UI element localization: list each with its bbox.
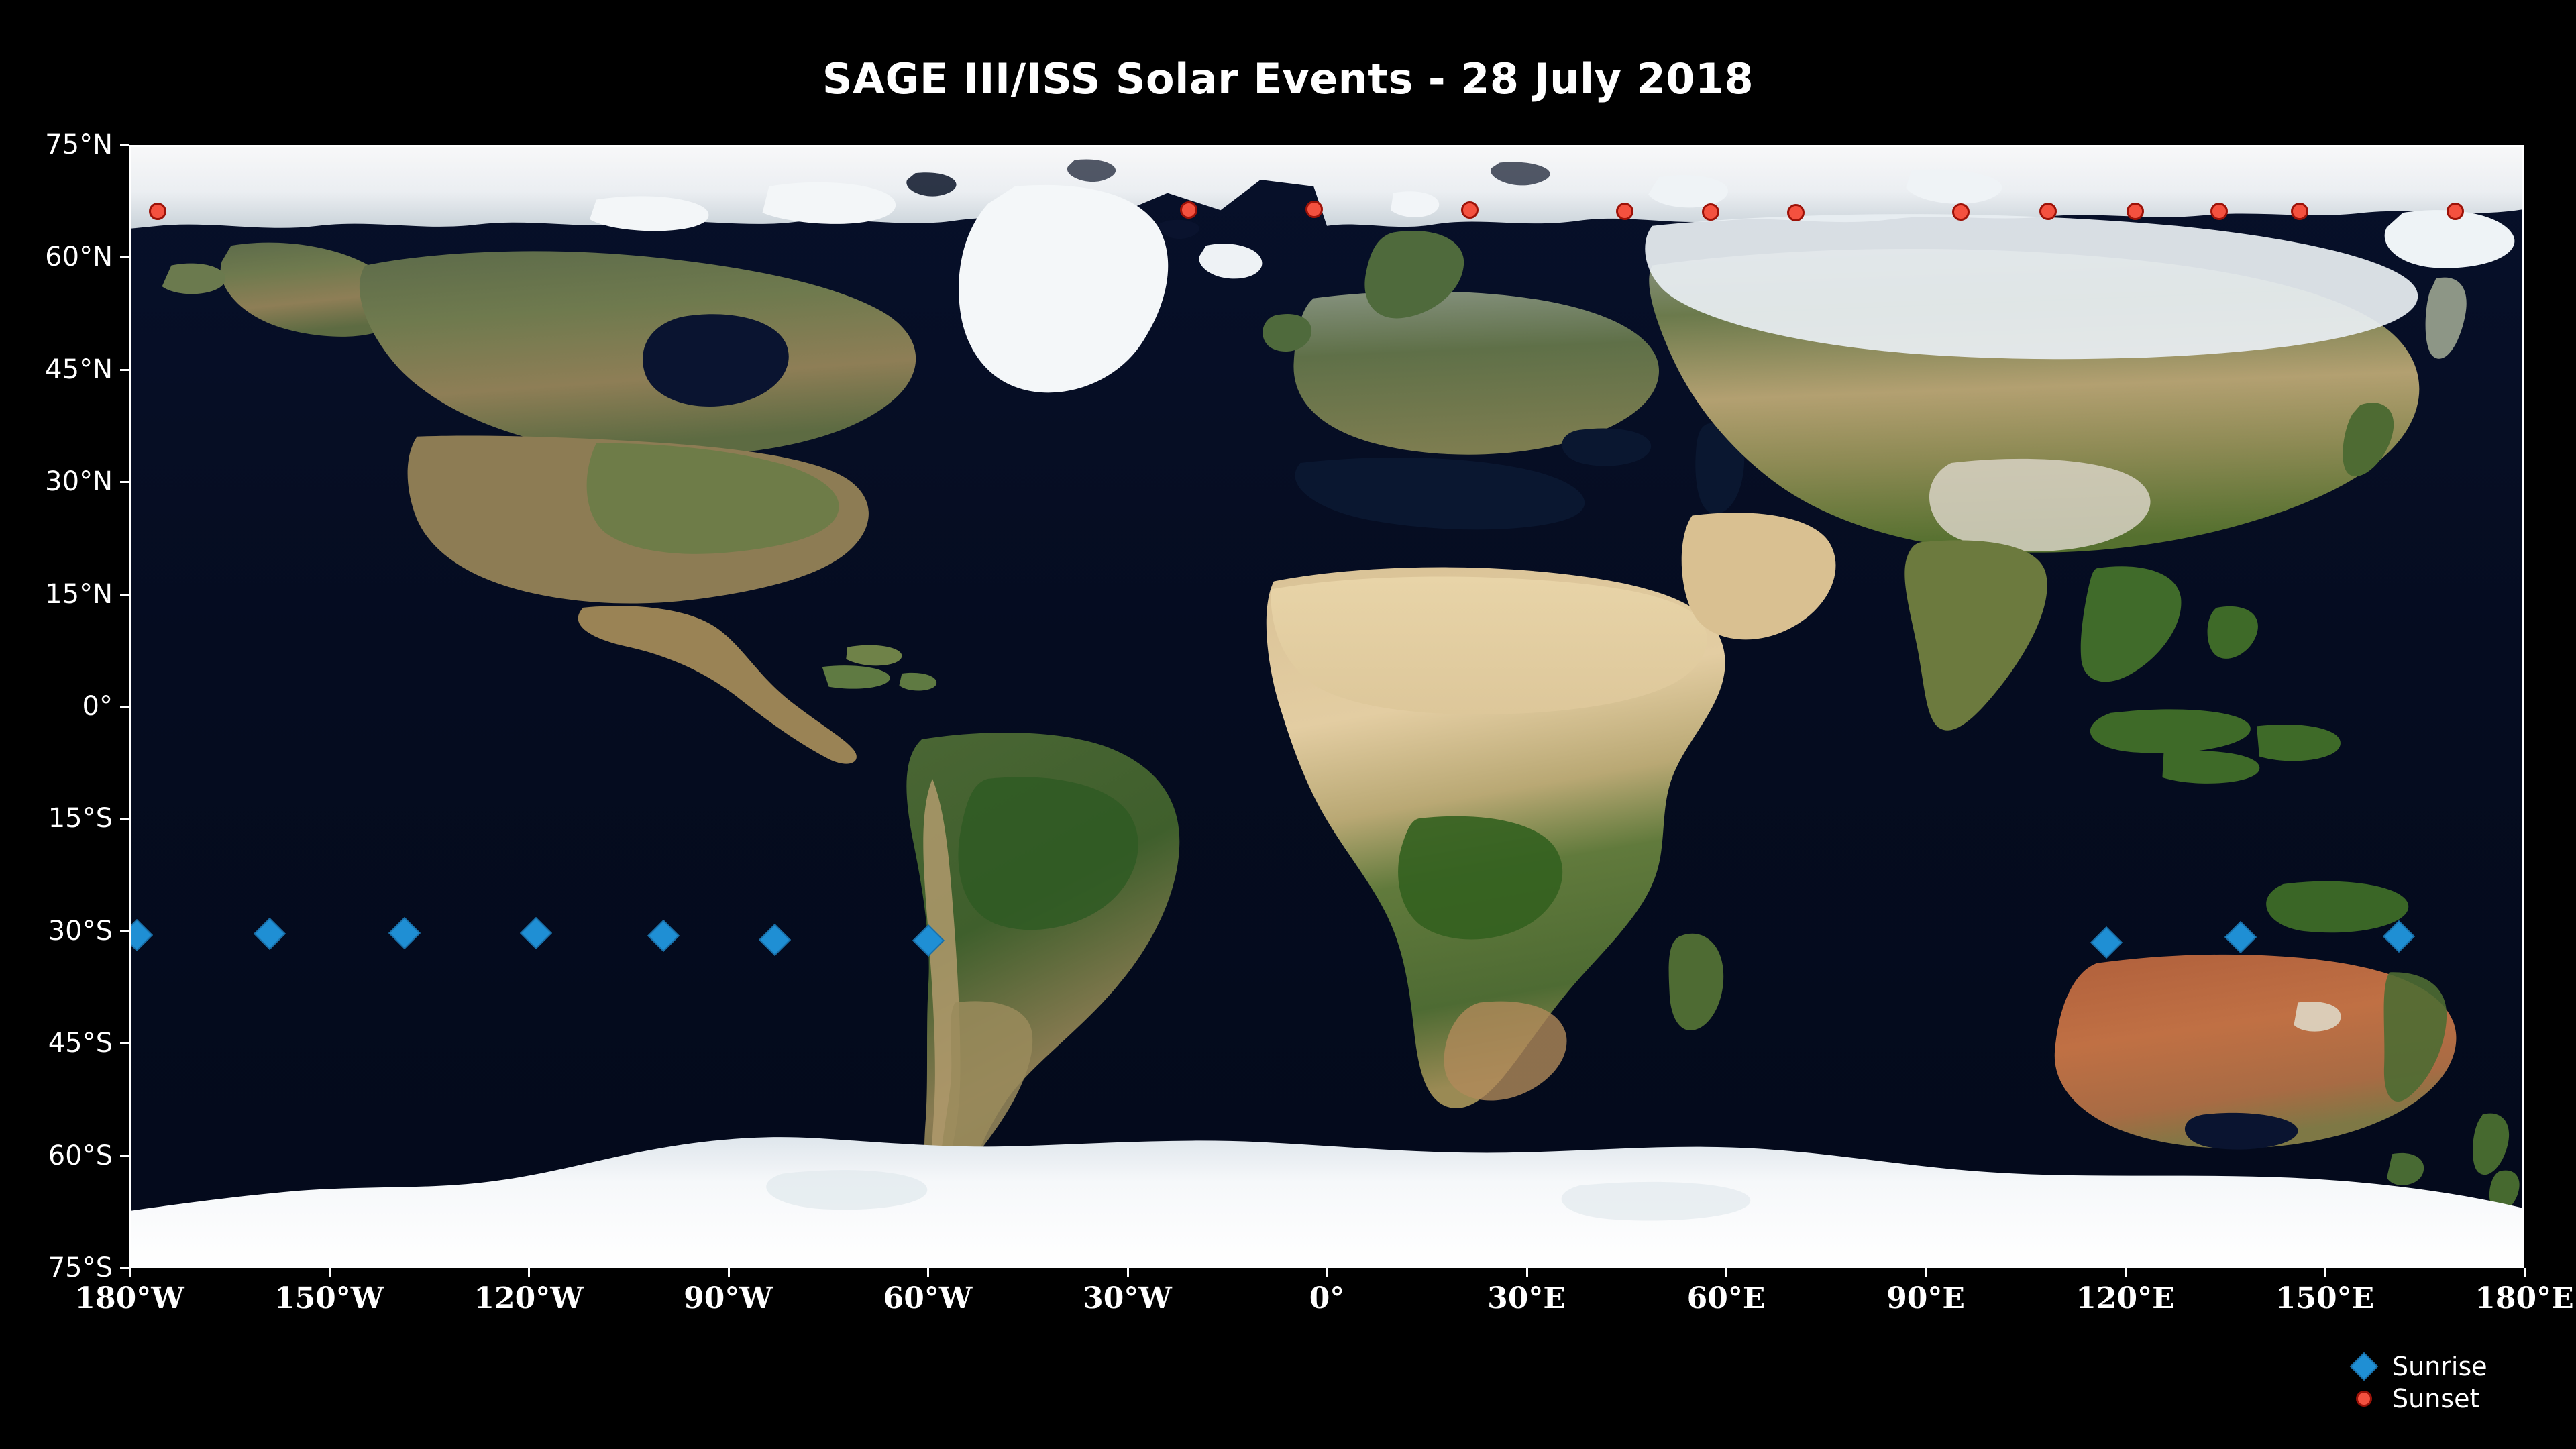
longitude-tick — [1326, 1268, 1328, 1277]
longitude-ticklabel: 150°W — [274, 1281, 384, 1316]
longitude-ticklabel: 60°E — [1686, 1281, 1766, 1316]
longitude-tick — [2125, 1268, 2127, 1277]
legend-label-sunrise: Sunrise — [2392, 1352, 2487, 1381]
sunrise-diamond-icon — [2349, 1352, 2379, 1381]
legend-label-sunset: Sunset — [2392, 1384, 2480, 1413]
latitude-ticklabel: 45°S — [48, 1028, 113, 1059]
longitude-tick — [328, 1268, 331, 1277]
longitude-tick — [927, 1268, 929, 1277]
latitude-ticklabel: 45°N — [45, 354, 113, 385]
longitude-tick — [2324, 1268, 2326, 1277]
latitude-tick — [120, 1042, 129, 1045]
longitude-tick — [1126, 1268, 1129, 1277]
latitude-ticklabel: 60°S — [48, 1140, 113, 1171]
longitude-tick — [1525, 1268, 1528, 1277]
longitude-ticklabel: 120°E — [2076, 1281, 2175, 1316]
longitude-ticklabel: 90°E — [1886, 1281, 1965, 1316]
longitude-ticklabel: 180°W — [74, 1281, 184, 1316]
latitude-ticklabel: 75°N — [45, 129, 113, 160]
latitude-tick — [120, 818, 129, 820]
latitude-ticklabel: 30°S — [48, 915, 113, 947]
longitude-ticklabel: 90°W — [684, 1281, 773, 1316]
longitude-tick — [1725, 1268, 1727, 1277]
latitude-ticklabel: 75°S — [48, 1252, 113, 1283]
longitude-ticklabel: 180°E — [2475, 1281, 2574, 1316]
longitude-ticklabel: 150°E — [2275, 1281, 2375, 1316]
latitude-tick — [120, 144, 129, 146]
latitude-ticklabel: 0° — [82, 691, 113, 722]
latitude-ticklabel: 30°N — [45, 466, 113, 498]
longitude-tick — [727, 1268, 730, 1277]
longitude-ticklabel: 30°W — [1083, 1281, 1172, 1316]
longitude-tick — [129, 1268, 131, 1277]
latitude-tick — [120, 1155, 129, 1157]
longitude-tick — [1925, 1268, 1927, 1277]
latitude-tick — [120, 706, 129, 708]
legend-item-sunset[interactable]: Sunset — [2348, 1383, 2569, 1415]
latitude-ticklabel: 15°S — [48, 803, 113, 835]
latitude-tick — [120, 256, 129, 259]
page-title: SAGE III/ISS Solar Events - 28 July 2018 — [822, 54, 1754, 103]
latitude-ticklabel: 15°N — [45, 578, 113, 610]
longitude-tick — [528, 1268, 530, 1277]
legend-item-sunrise[interactable]: Sunrise — [2348, 1350, 2569, 1383]
map-plot-area[interactable] — [129, 145, 2524, 1268]
world-basemap — [131, 147, 2522, 1266]
latitude-tick — [120, 481, 129, 484]
latitude-tick — [120, 1267, 129, 1269]
longitude-ticklabel: 60°W — [883, 1281, 973, 1316]
longitude-ticklabel: 0° — [1309, 1281, 1345, 1316]
longitude-tick — [2524, 1268, 2526, 1277]
longitude-ticklabel: 120°W — [474, 1281, 584, 1316]
latitude-tick — [120, 368, 129, 371]
sunset-circle-icon — [2356, 1391, 2372, 1407]
latitude-ticklabel: 60°N — [45, 241, 113, 273]
latitude-tick — [120, 593, 129, 596]
latitude-tick — [120, 930, 129, 932]
longitude-ticklabel: 30°E — [1487, 1281, 1566, 1316]
legend: Sunrise Sunset — [2348, 1350, 2569, 1415]
